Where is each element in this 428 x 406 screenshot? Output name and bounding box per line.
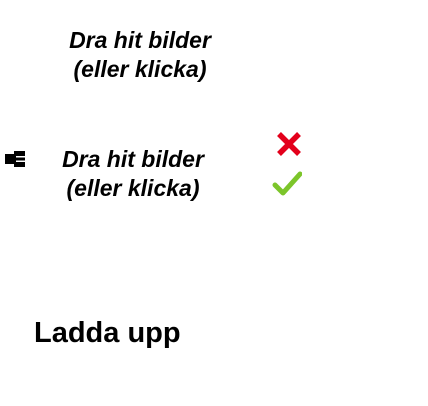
dropzone-click-hint: (eller klicka) (73, 56, 207, 82)
green-check-icon (272, 171, 302, 196)
upload-button[interactable]: Ladda upp (34, 317, 181, 349)
pointing-hand-icon (5, 151, 25, 167)
image-dropzone-active[interactable]: Dra hit bilder (eller klicka) (33, 145, 233, 203)
dropzone-instruction: Dra hit bilder (62, 146, 204, 172)
red-x-icon (277, 132, 301, 156)
dropzone-instruction: Dra hit bilder (69, 27, 211, 53)
dropzone-click-hint: (eller klicka) (66, 175, 200, 201)
image-dropzone-top[interactable]: Dra hit bilder (eller klicka) (40, 26, 240, 84)
